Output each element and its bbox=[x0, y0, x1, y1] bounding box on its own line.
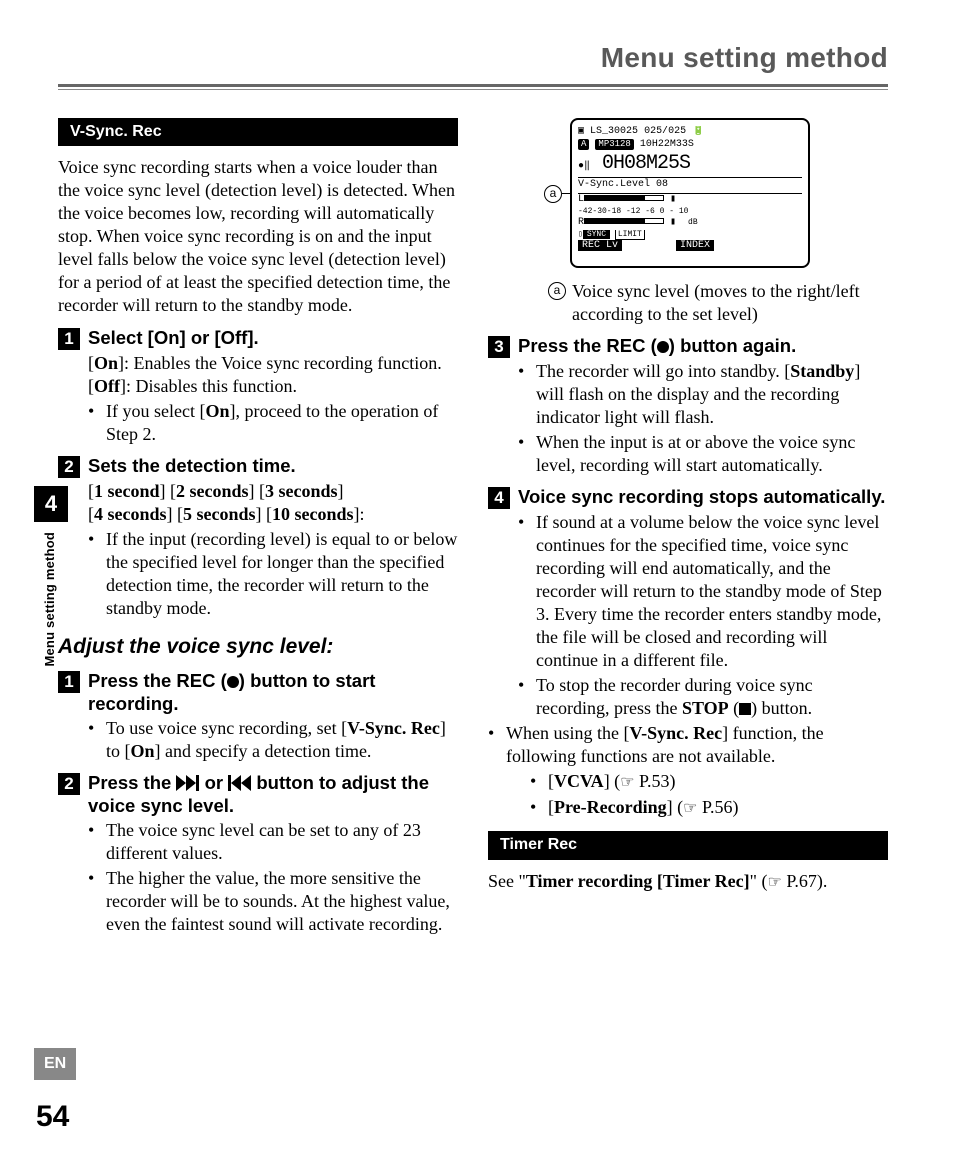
step-number-icon: 3 bbox=[488, 336, 510, 358]
list-item: To stop the recorder during voice sync r… bbox=[518, 674, 888, 720]
intro-paragraph: Voice sync recording starts when a voice… bbox=[58, 156, 458, 317]
list-item: If you select [On], proceed to the opera… bbox=[88, 400, 458, 446]
list-item: When using the [V-Sync. Rec] function, t… bbox=[488, 722, 888, 819]
adjust-step-2-bullets: The voice sync level can be set to any o… bbox=[88, 819, 458, 936]
section-heading-timer: Timer Rec bbox=[488, 831, 888, 859]
header-rule-thin bbox=[58, 89, 888, 90]
timer-rec-paragraph: See "Timer recording [Timer Rec]" (☞ P.6… bbox=[488, 870, 888, 893]
step-3-bullets: The recorder will go into standby. [Stan… bbox=[518, 360, 888, 477]
step-number-icon: 2 bbox=[58, 773, 80, 795]
device-screen-figure: a ▣ LS_30025 025/025 🔋 A MP3128 10H22M33… bbox=[570, 118, 810, 268]
chapter-tab: 4 Menu setting method bbox=[34, 486, 68, 667]
list-item: The recorder will go into standby. [Stan… bbox=[518, 360, 888, 429]
left-column: V-Sync. Rec Voice sync recording starts … bbox=[58, 118, 458, 939]
step-4-title: Voice sync recording stops automatically… bbox=[518, 485, 885, 508]
list-item: The voice sync level can be set to any o… bbox=[88, 819, 458, 865]
step-number-icon: 4 bbox=[488, 487, 510, 509]
step-3-title: Press the REC () button again. bbox=[518, 334, 796, 357]
stop-icon bbox=[739, 703, 751, 715]
pointer-icon: ☞ bbox=[767, 874, 781, 891]
adjust-step-1: 1 Press the REC () button to start recor… bbox=[58, 669, 458, 715]
pointer-icon: ☞ bbox=[683, 800, 697, 817]
note-sub-bullets: [VCVA] (☞ P.53) [Pre-Recording] (☞ P.56) bbox=[530, 770, 888, 819]
list-item: The higher the value, the more sensitive… bbox=[88, 867, 458, 936]
adjust-step-1-title: Press the REC () button to start recordi… bbox=[88, 669, 458, 715]
section-heading-vsync: V-Sync. Rec bbox=[58, 118, 458, 146]
record-icon bbox=[227, 676, 239, 688]
callout-a-icon: a bbox=[548, 282, 566, 300]
step-4-bullets: If sound at a volume below the voice syn… bbox=[518, 511, 888, 720]
list-item: [VCVA] (☞ P.53) bbox=[530, 770, 888, 793]
callout-a-marker: a bbox=[544, 185, 570, 203]
adjust-step-2: 2 Press the or button to adjust the voic… bbox=[58, 771, 458, 817]
step-number-icon: 2 bbox=[58, 456, 80, 478]
step-2-title: Sets the detection time. bbox=[88, 454, 296, 477]
step-2: 2 Sets the detection time. bbox=[58, 454, 458, 478]
step-2-bullets: If the input (recording level) is equal … bbox=[88, 528, 458, 620]
step-1: 1 Select [On] or [Off]. bbox=[58, 326, 458, 350]
pointer-icon: ☞ bbox=[620, 774, 634, 791]
note-bullets: When using the [V-Sync. Rec] function, t… bbox=[488, 722, 888, 819]
fast-forward-icon bbox=[176, 775, 199, 791]
list-item: When the input is at or above the voice … bbox=[518, 431, 888, 477]
step-1-body: [On]: Enables the Voice sync recording f… bbox=[88, 352, 458, 398]
language-badge: EN bbox=[34, 1048, 76, 1080]
adjust-step-2-title: Press the or button to adjust the voice … bbox=[88, 771, 458, 817]
header-rule-thick bbox=[58, 84, 888, 87]
step-1-bullets: If you select [On], proceed to the opera… bbox=[88, 400, 458, 446]
content-columns: V-Sync. Rec Voice sync recording starts … bbox=[58, 118, 888, 939]
list-item: If sound at a volume below the voice syn… bbox=[518, 511, 888, 672]
chapter-tab-label: Menu setting method bbox=[42, 532, 59, 667]
list-item: If the input (recording level) is equal … bbox=[88, 528, 458, 620]
step-3: 3 Press the REC () button again. bbox=[488, 334, 888, 358]
step-1-title: Select [On] or [Off]. bbox=[88, 326, 259, 349]
manual-page: Menu setting method 4 Menu setting metho… bbox=[0, 0, 954, 1158]
step-2-options: [1 second] [2 seconds] [3 seconds] [4 se… bbox=[88, 480, 458, 526]
adjust-step-1-bullets: To use voice sync recording, set [V-Sync… bbox=[88, 717, 458, 763]
step-number-icon: 1 bbox=[58, 671, 80, 693]
step-number-icon: 1 bbox=[58, 328, 80, 350]
subheading-adjust: Adjust the voice sync level: bbox=[58, 634, 458, 661]
right-column: a ▣ LS_30025 025/025 🔋 A MP3128 10H22M33… bbox=[488, 118, 888, 939]
chapter-tab-number: 4 bbox=[34, 486, 68, 522]
page-header-title: Menu setting method bbox=[58, 40, 888, 76]
callout-a-text: a Voice sync level (moves to the right/l… bbox=[548, 280, 888, 326]
page-number: 54 bbox=[36, 1098, 69, 1136]
record-icon bbox=[657, 341, 669, 353]
list-item: [Pre-Recording] (☞ P.56) bbox=[530, 796, 888, 819]
rewind-icon bbox=[228, 775, 251, 791]
step-4: 4 Voice sync recording stops automatical… bbox=[488, 485, 888, 509]
list-item: To use voice sync recording, set [V-Sync… bbox=[88, 717, 458, 763]
